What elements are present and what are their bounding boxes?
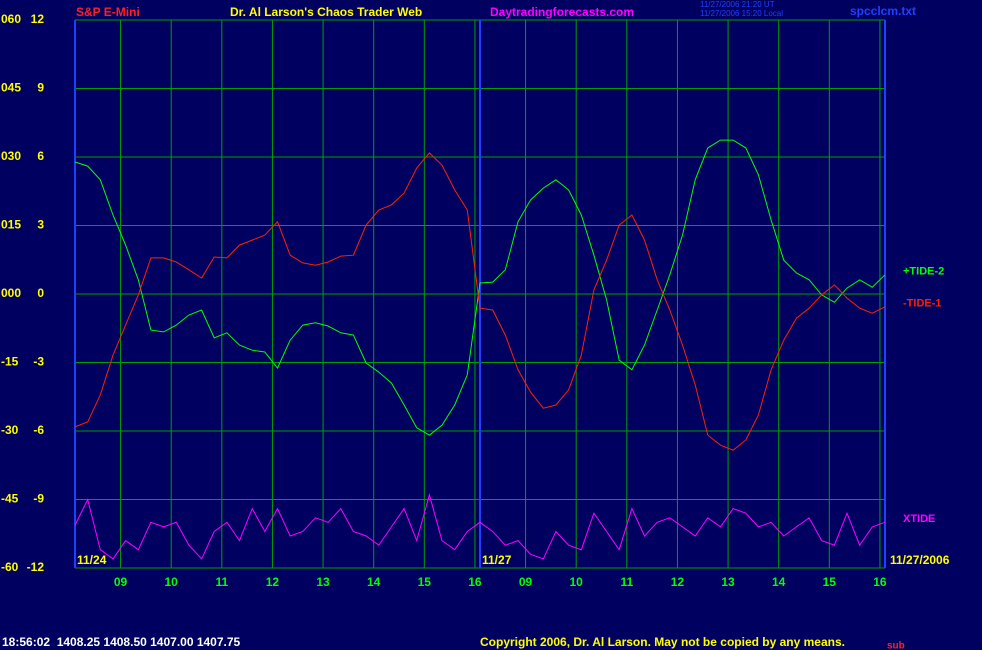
x-tick-label: 09 — [519, 575, 533, 589]
timestamp: 11/27/2006 15:20 Local — [700, 9, 783, 18]
y-tick-label: 015 — [1, 218, 21, 232]
footer-tag: sub — [887, 641, 905, 650]
timestamp: 11/27/2006 21:20 UT — [700, 0, 775, 9]
series-line — [74, 139, 886, 436]
x-tick-label: 11 — [215, 575, 228, 589]
x-tick-label: 09 — [114, 575, 128, 589]
legend-label: +TIDE-2 — [903, 266, 944, 278]
date-label: 11/24 — [77, 553, 107, 567]
y2-tick-label: 0 — [37, 286, 44, 300]
y2-tick-label: 6 — [37, 149, 44, 163]
y2-tick-label: -12 — [27, 560, 45, 574]
x-tick-label: 14 — [367, 575, 381, 589]
y-tick-label: -30 — [1, 423, 19, 437]
x-tick-label: 14 — [772, 575, 786, 589]
y-tick-label: -15 — [1, 355, 19, 369]
series-line — [74, 152, 886, 451]
chart-title: Dr. Al Larson's Chaos Trader Web — [230, 5, 422, 19]
x-tick-label: 13 — [721, 575, 735, 589]
legend-label: XTIDE — [903, 513, 935, 525]
x-tick-label: 16 — [468, 575, 482, 589]
y-tick-label: 000 — [1, 286, 21, 300]
x-tick-label: 10 — [165, 575, 179, 589]
symbol: S&P E-Mini — [76, 5, 140, 19]
x-tick-label: 12 — [266, 575, 280, 589]
y2-tick-label: 9 — [37, 81, 44, 95]
date-label: 11/27 — [482, 553, 512, 567]
x-tick-label: 13 — [316, 575, 330, 589]
copyright: Copyright 2006, Dr. Al Larson. May not b… — [480, 635, 845, 649]
series-line — [74, 493, 886, 560]
y-tick-label: 060 — [1, 12, 21, 26]
date-label: 11/27/2006 — [890, 553, 950, 567]
x-tick-label: 10 — [570, 575, 584, 589]
x-tick-label: 16 — [873, 575, 887, 589]
y2-tick-label: 3 — [37, 218, 44, 232]
x-tick-label: 12 — [671, 575, 685, 589]
file-name: spcclcm.txt — [850, 4, 916, 18]
legend-label: -TIDE-1 — [903, 298, 942, 310]
site: Daytradingforecasts.com — [490, 5, 634, 19]
y-tick-label: 030 — [1, 149, 21, 163]
y-tick-label: -45 — [1, 492, 19, 506]
x-tick-label: 11 — [620, 575, 633, 589]
y2-tick-label: -6 — [33, 423, 44, 437]
y2-tick-label: -3 — [33, 355, 44, 369]
x-tick-label: 15 — [418, 575, 432, 589]
y-tick-label: -60 — [1, 560, 19, 574]
y-tick-label: 045 — [1, 81, 21, 95]
x-tick-label: 15 — [823, 575, 837, 589]
status-line: 18:56:02 1408.25 1408.50 1407.00 1407.75 — [2, 635, 241, 649]
y2-tick-label: 12 — [31, 12, 45, 26]
y2-tick-label: -9 — [33, 492, 44, 506]
